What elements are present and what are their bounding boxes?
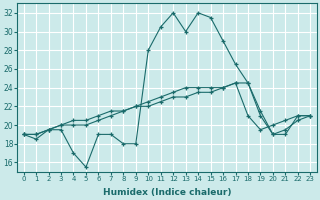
X-axis label: Humidex (Indice chaleur): Humidex (Indice chaleur) — [103, 188, 231, 197]
